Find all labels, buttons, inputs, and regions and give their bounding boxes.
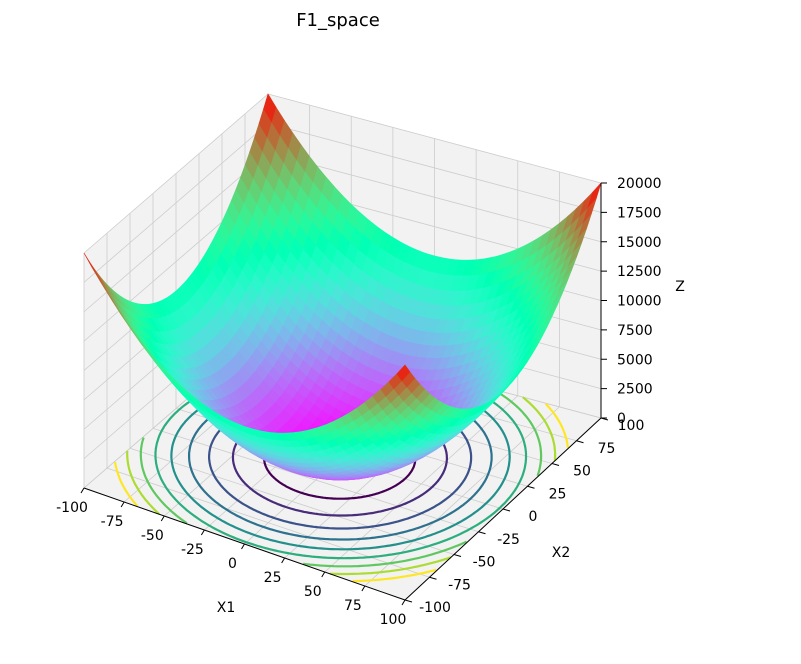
z-tick-label: 20000 [617,176,662,192]
y-tick-label: 50 [573,464,591,480]
grid-line [152,427,479,533]
contour-line [154,363,528,560]
contour-line [170,371,511,551]
grid-line [106,467,430,578]
x-tick-label: -100 [56,500,88,516]
x-tick-label: -50 [141,528,164,544]
x-tick-mark [401,599,406,606]
grid-line [267,122,602,213]
chart-title: F1_space [296,10,380,31]
grid-line [83,123,269,283]
x-tick-label: 75 [344,598,362,614]
tick-labels: -100-75-50-250255075100-100-75-50-250255… [56,176,661,628]
grid-line [83,93,269,254]
z-tick-label: 10000 [617,294,662,310]
y-axis-label: X2 [552,545,571,561]
y-tick-label: -25 [497,532,520,548]
x-tick-label: 0 [228,556,237,572]
x-tick-label: -75 [101,514,124,530]
y-tick-label: 25 [549,486,567,502]
x-tick-mark [281,557,286,564]
z-tick-label: 0 [617,411,626,427]
z-tick-label: 2500 [617,382,653,398]
x-tick-mark [160,515,165,522]
z-axis-label: Z [675,279,685,295]
grid-line [129,447,455,555]
grid-line [267,93,602,184]
y-tick-label: -75 [448,577,471,593]
y-tick-label: 75 [598,441,616,457]
grid-line [267,152,602,243]
x-tick-label: 25 [264,570,282,586]
y-tick-mark [527,485,535,489]
x-tick-mark [200,529,205,536]
y-tick-mark [551,463,560,466]
z-tick-label: 5000 [617,352,653,368]
x-axis-label: X1 [217,600,236,616]
x-tick-mark [120,501,125,508]
x-tick-mark [80,487,85,494]
z-tick-label: 15000 [617,235,662,251]
surface-patch [396,364,411,382]
y-tick-mark [576,440,584,444]
x-tick-mark [361,585,366,592]
x-tick-label: 100 [380,612,407,628]
surface-mesh [83,93,602,481]
z-tick-label: 17500 [617,205,662,221]
y-tick-mark [453,554,462,557]
y-tick-label: -100 [419,600,451,616]
z-tick-label: 12500 [617,264,662,280]
x-tick-mark [241,543,245,550]
x-tick-label: 50 [304,584,322,600]
y-tick-label: -50 [473,555,496,571]
y-tick-mark [478,531,486,535]
z-tick-label: 7500 [617,323,653,339]
y-tick-label: 100 [618,418,645,434]
y-tick-mark [429,576,437,580]
y-tick-label: 0 [529,509,538,525]
x-tick-label: -25 [181,542,204,558]
y-tick-mark [404,599,413,603]
y-tick-mark [502,508,511,512]
grid-line [83,152,269,313]
x-tick-mark [321,571,326,578]
